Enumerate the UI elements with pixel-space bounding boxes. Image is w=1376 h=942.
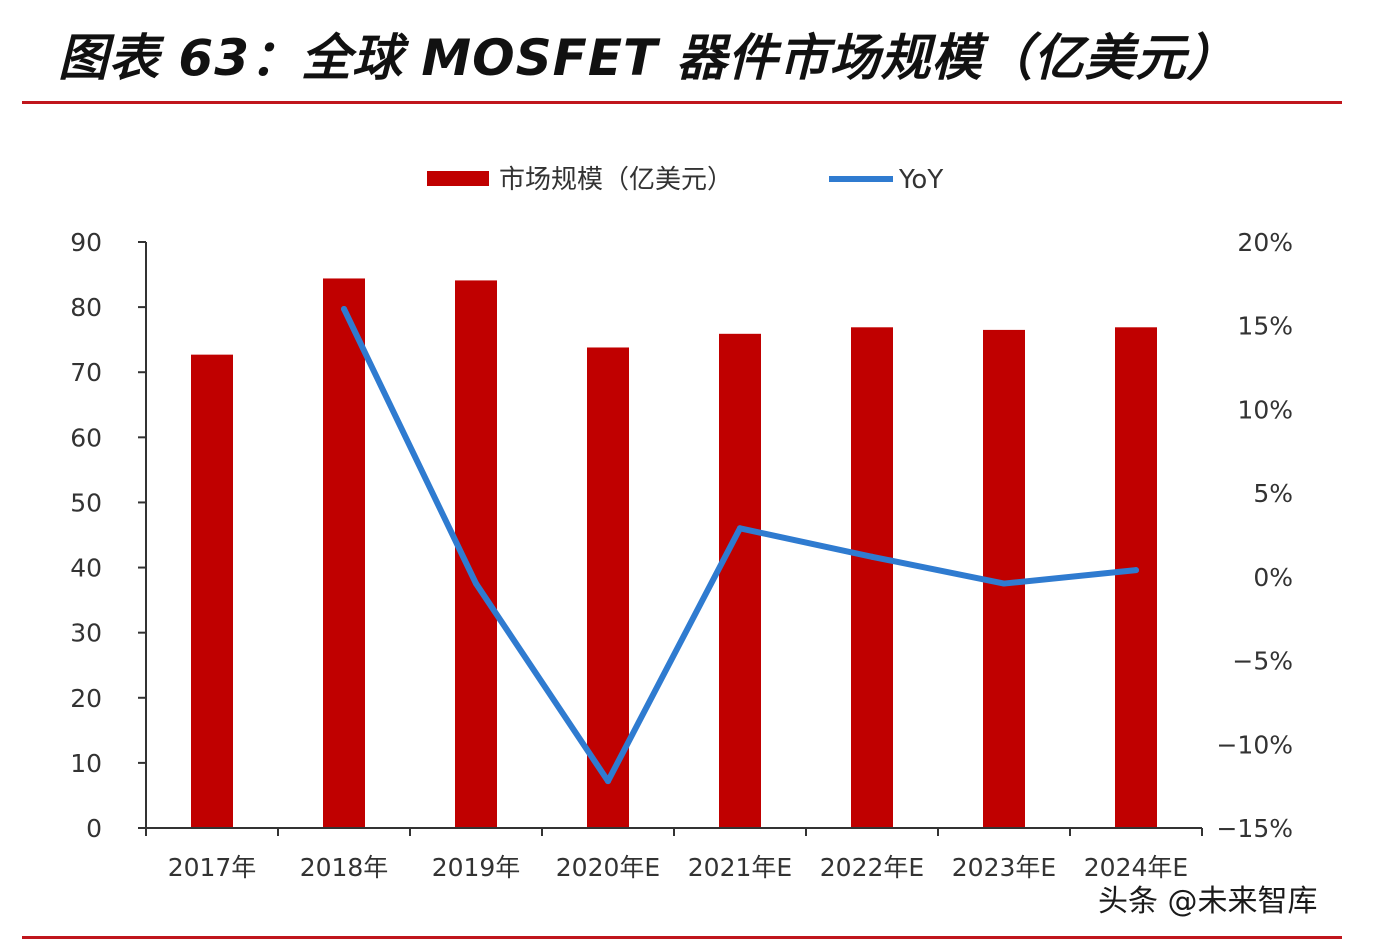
bar-5 <box>851 327 893 828</box>
yoy-point-3 <box>605 778 611 785</box>
header-divider <box>22 101 1342 104</box>
bar-4 <box>719 333 761 828</box>
legend: 市场规模（亿美元） YoY <box>427 165 943 195</box>
y-left-tick-label-4: 40 <box>70 554 102 583</box>
y-right-tick-label-3: 0% <box>1253 563 1293 592</box>
y-right-tick-label-7: 20% <box>1237 228 1293 257</box>
y-left-tick-label-5: 50 <box>70 488 102 517</box>
yoy-point-6 <box>1001 580 1007 587</box>
yoy-point-1 <box>341 305 347 312</box>
x-tick-label-2: 2019年 <box>432 853 521 882</box>
y-left-tick-label-8: 80 <box>70 293 102 322</box>
yoy-point-5 <box>869 553 875 560</box>
line-series <box>341 305 1139 785</box>
bar-series <box>191 278 1157 829</box>
watermark: 头条 @未来智库 <box>1098 884 1318 919</box>
y-right-tick-label-0: −15% <box>1216 814 1293 843</box>
x-tick-label-6: 2023年E <box>952 853 1056 882</box>
y-left-tick-label-2: 20 <box>70 684 102 713</box>
chart-title: 图表 63：全球 MOSFET 器件市场规模（亿美元） <box>58 29 1238 87</box>
legend-label-bar: 市场规模（亿美元） <box>499 165 733 195</box>
y-right-tick-label-6: 15% <box>1237 312 1293 341</box>
yoy-point-7 <box>1133 567 1139 574</box>
bar-0 <box>191 354 233 828</box>
y-left-tick-label-7: 70 <box>70 358 102 387</box>
axes: 0 10 20 30 40 50 60 70 80 90 −15% −10% −5% 0% 5% 10% 15%… <box>70 228 1293 882</box>
x-tick-label-1: 2018年 <box>300 853 389 882</box>
yoy-point-4 <box>737 525 743 532</box>
legend-label-line: YoY <box>898 165 943 195</box>
y-left-tick-label-1: 10 <box>70 749 102 778</box>
y-left-tick-label-3: 30 <box>70 619 102 648</box>
x-tick-label-0: 2017年 <box>168 853 257 882</box>
x-tick-label-5: 2022年E <box>820 853 924 882</box>
y-right-tick-label-2: −5% <box>1232 647 1293 676</box>
yoy-point-2 <box>473 580 479 587</box>
x-tick-label-7: 2024年E <box>1084 853 1188 882</box>
bar-7 <box>1115 327 1157 828</box>
y-left-tick-label-9: 90 <box>70 228 102 257</box>
footer-divider <box>22 936 1342 939</box>
legend-swatch-bar <box>427 171 489 186</box>
y-left-tick-label-6: 60 <box>70 423 102 452</box>
y-right-tick-label-5: 10% <box>1237 395 1293 424</box>
y-right-tick-label-4: 5% <box>1253 479 1293 508</box>
y-right-tick-label-1: −10% <box>1216 730 1293 759</box>
x-tick-label-3: 2020年E <box>556 853 660 882</box>
bar-1 <box>323 278 365 828</box>
y-left-tick-label-0: 0 <box>86 814 102 843</box>
x-tick-label-4: 2021年E <box>688 853 792 882</box>
